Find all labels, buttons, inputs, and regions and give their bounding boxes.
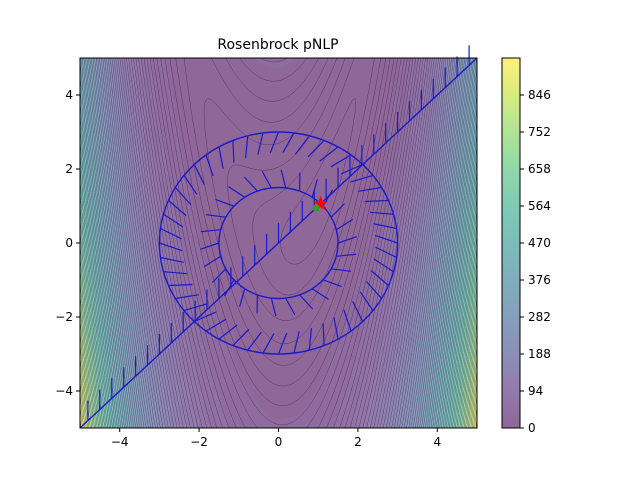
colorbar-tick-label: 470: [528, 236, 551, 250]
constraint-line-hatch: [87, 45, 470, 421]
colorbar-tick-label: 282: [528, 310, 551, 324]
optimum-marker: [313, 195, 329, 211]
colorbar: 0 94 188 282 376 470 564 658 752 846: [501, 57, 551, 435]
contour-lines: [79, 57, 478, 429]
contour-path: [79, 57, 478, 429]
constraint-circle-hatch: [159, 131, 398, 355]
chart-title: Rosenbrock pNLP: [217, 37, 338, 53]
x-tick-label: 2: [354, 435, 362, 449]
x-tick-label: −2: [190, 435, 208, 449]
y-tick-label: 0: [65, 236, 73, 250]
colorbar-tick-label: 752: [528, 125, 551, 139]
x-tick-label: −4: [111, 435, 129, 449]
x-axis: −4 −2 0 2 4: [111, 428, 441, 449]
colorbar-tick-label: 188: [528, 347, 551, 361]
colorbar-fill: [502, 58, 520, 428]
colorbar-tick-label: 0: [528, 421, 536, 435]
colorbar-ticks: 0 94 188 282 376 470 564 658 752 846: [520, 88, 551, 435]
colorbar-tick-label: 658: [528, 162, 551, 176]
y-tick-label: −2: [55, 310, 73, 324]
x-tick-label: 0: [275, 435, 283, 449]
y-tick-label: 2: [65, 162, 73, 176]
colorbar-tick-label: 564: [528, 199, 551, 213]
constraint-circle-hatch: [200, 169, 357, 317]
constraint-boundaries: [79, 45, 478, 429]
x-tick-label: 4: [433, 435, 441, 449]
y-tick-label: 4: [65, 88, 73, 102]
constraint-circle: [218, 186, 339, 300]
y-axis: −4 −2 0 2 4: [55, 88, 80, 398]
point-markers: [312, 195, 329, 212]
plot-area: [79, 45, 478, 429]
start-marker: [312, 204, 320, 212]
colorbar-tick-label: 376: [528, 273, 551, 287]
colorbar-tick-label: 846: [528, 88, 551, 102]
colorbar-tick-label: 94: [528, 384, 543, 398]
y-tick-label: −4: [55, 384, 73, 398]
